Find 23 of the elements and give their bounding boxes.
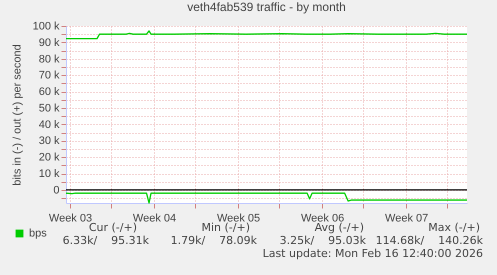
y-tick-label: 0 [53, 184, 60, 196]
text: 3.25k/ 95.03k [280, 234, 366, 247]
y-tick-label: 60 k [38, 86, 60, 98]
y-tick-label: 90 k [38, 36, 60, 49]
text: Max (-/+) [428, 221, 480, 234]
y-tick-label: 30 k [38, 135, 60, 148]
text: 6.33k/ 95.31k [62, 234, 149, 247]
y-tick-label: 80 k [38, 53, 60, 66]
y-tick-label: 50 k [38, 102, 60, 114]
text: Last update: Mon Feb 16 12:40:00 2026 [262, 247, 483, 260]
y-tick-label: 100 k [32, 20, 60, 32]
y-tick-label: 10 k [38, 168, 60, 180]
chart-title: veth4fab539 traffic - by month [187, 0, 346, 14]
y-axis-title: bits in (-) / out (+) per second [12, 44, 24, 186]
text: 1.79k/ 78.09k [170, 234, 257, 247]
legend-label: bps [29, 228, 48, 240]
y-tick-label: 70 k [38, 70, 60, 82]
y-tick-label: 40 k [38, 118, 60, 131]
line-series [65, 30, 468, 40]
x-tick-label: Week 07 [385, 212, 428, 224]
text: Min (-/+) [202, 221, 250, 234]
text: 114.68k/ 140.26k [376, 234, 483, 247]
y-tick-label: 20 k [38, 152, 60, 164]
